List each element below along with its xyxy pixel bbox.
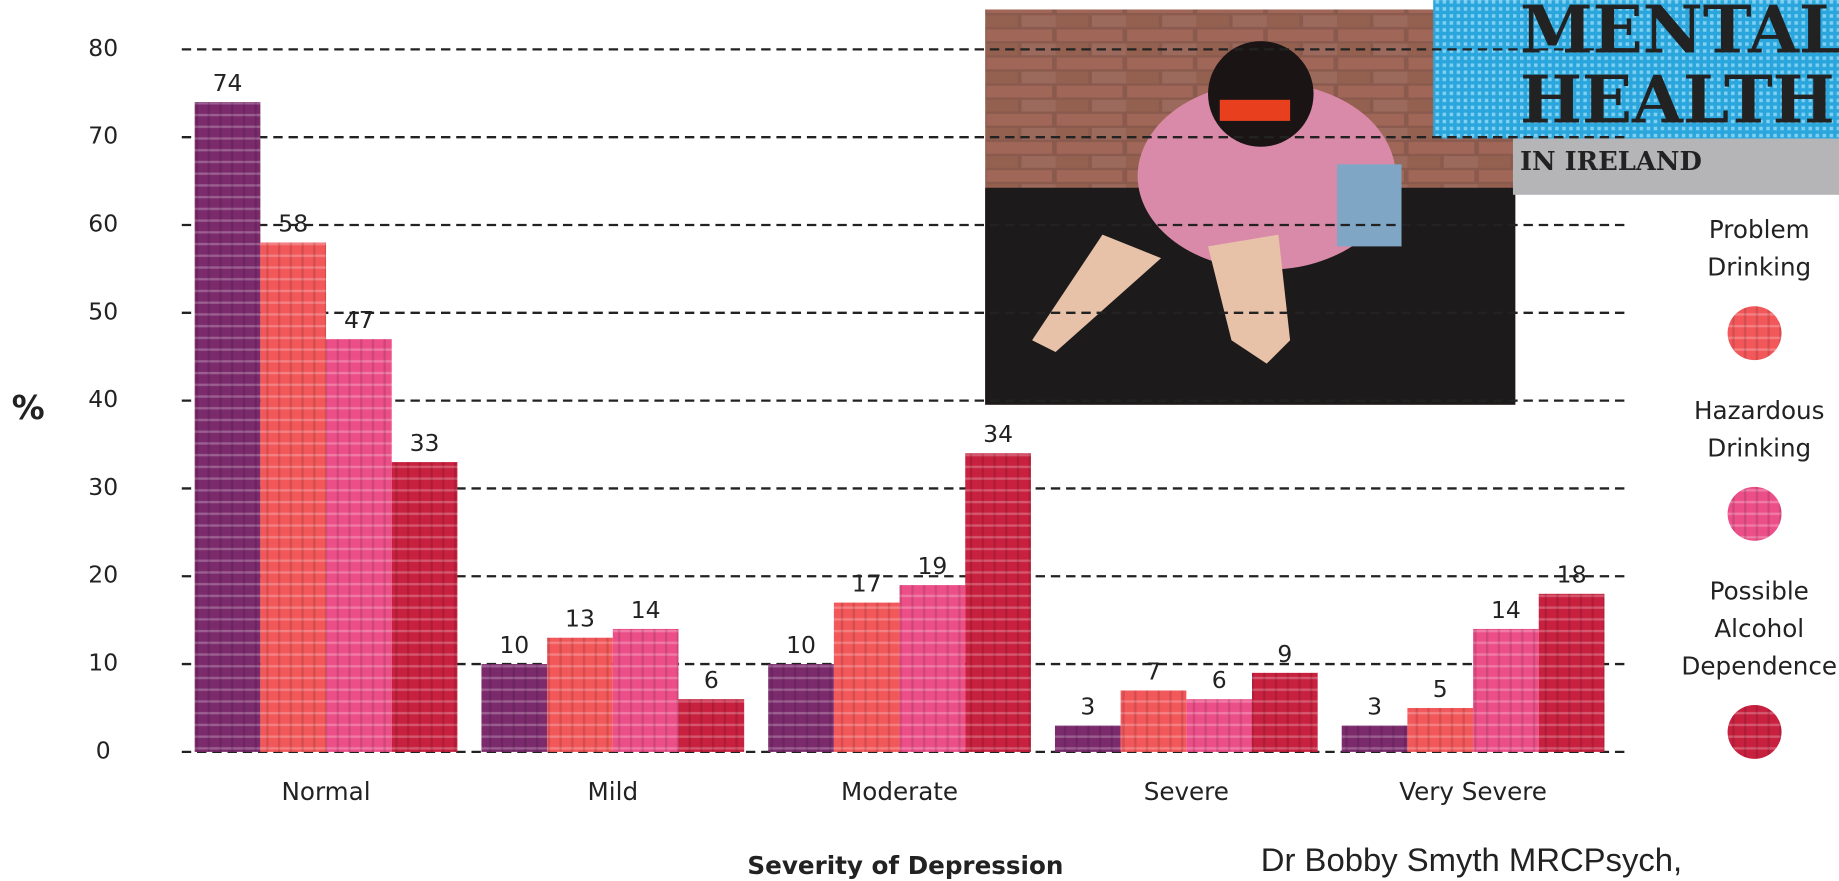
x-axis-label: Severity of Depression [747, 851, 1063, 880]
bar-texture [678, 699, 745, 752]
x-tick-label: Moderate [841, 777, 958, 806]
logo-line: HEALTH [1520, 62, 1835, 139]
y-axis-label: % [12, 389, 45, 427]
bar-texture [1473, 628, 1539, 752]
bar-texture [768, 664, 834, 752]
data-label: 6 [704, 666, 719, 694]
y-tick-label: 70 [88, 122, 118, 150]
data-label: 7 [1146, 657, 1161, 685]
legend-swatch-texture [1727, 486, 1782, 541]
logo-line: MENTAL [1520, 0, 1839, 68]
bar-texture [833, 602, 900, 752]
data-label: 3 [1080, 692, 1095, 720]
bar-texture [1186, 699, 1252, 752]
data-label: 13 [565, 605, 595, 633]
data-label: 34 [983, 420, 1013, 448]
data-label: 9 [1277, 640, 1292, 668]
bar-texture [1120, 690, 1187, 752]
y-tick-label: 0 [96, 736, 111, 764]
bar-texture [1538, 593, 1605, 752]
data-label: 14 [631, 596, 661, 624]
legend-label: Possible Alcohol Dependence [1681, 577, 1838, 681]
bar-texture [547, 637, 613, 752]
caption: Dr Bobby Smyth MRCPsych, [1261, 841, 1682, 878]
x-tick-label: Very Severe [1399, 777, 1547, 806]
legend-text: Problem Drinking [1707, 215, 1812, 282]
legend-label: Hazardous Drinking [1694, 396, 1825, 463]
data-label: 19 [917, 552, 947, 580]
data-label: 74 [213, 69, 243, 97]
data-label: 17 [852, 570, 882, 598]
data-label: 33 [410, 429, 440, 457]
data-label: 6 [1212, 666, 1227, 694]
bar-texture [194, 102, 261, 752]
bar-texture [1407, 707, 1474, 752]
bar-texture [612, 628, 679, 752]
y-tick-label: 50 [88, 297, 118, 325]
y-tick-label: 30 [88, 473, 118, 501]
bar-texture [391, 462, 458, 752]
data-label: 10 [786, 631, 816, 659]
bar-texture [965, 453, 1031, 752]
legend-swatch-texture [1727, 306, 1782, 361]
bar-texture [1341, 725, 1408, 752]
y-tick-label: 10 [88, 649, 118, 677]
photo [985, 9, 1516, 405]
bar-texture [260, 242, 327, 752]
bar-texture [1251, 672, 1318, 752]
data-label: 14 [1491, 596, 1521, 624]
legend-swatch-texture [1727, 704, 1782, 759]
data-label: 18 [1557, 561, 1587, 589]
bar-texture [326, 339, 392, 752]
legend-text: Hazardous Drinking [1694, 396, 1825, 463]
bar-texture [899, 585, 966, 752]
bar-texture [481, 664, 548, 752]
data-label: 58 [278, 209, 308, 237]
data-label: 47 [344, 306, 374, 334]
x-tick-label: Severe [1144, 777, 1229, 806]
bar-texture [1054, 725, 1121, 752]
x-tick-label: Normal [282, 777, 371, 806]
data-label: 5 [1433, 675, 1448, 703]
y-tick-label: 60 [88, 209, 118, 237]
legend-label: Problem Drinking [1707, 215, 1812, 282]
logo-line: IN IRELAND [1520, 147, 1702, 177]
y-tick-label: 20 [88, 561, 118, 589]
y-tick-label: 40 [88, 385, 118, 413]
x-tick-label: Mild [588, 777, 639, 806]
data-label: 3 [1367, 692, 1382, 720]
data-label: 10 [499, 631, 529, 659]
logo: MENTAL HEALTH IN IRELAND [1433, 0, 1839, 195]
legend-text: Possible Alcohol Dependence [1681, 577, 1838, 681]
y-tick-label: 80 [88, 34, 118, 62]
